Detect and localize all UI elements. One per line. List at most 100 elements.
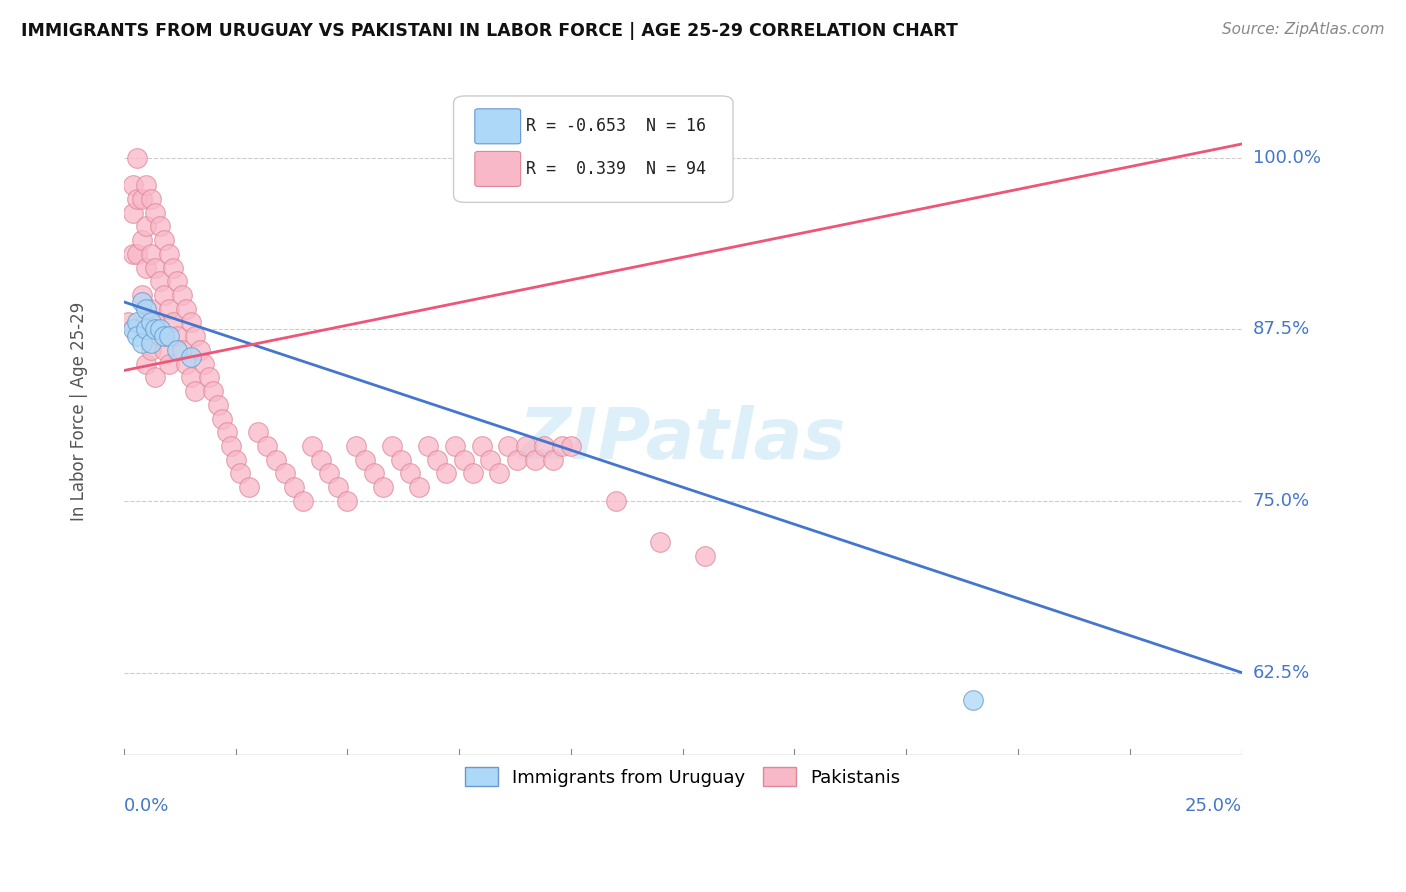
Point [143, 316, 166, 330]
Point [197, 370, 219, 384]
Point [170, 288, 193, 302]
Point [121, 205, 143, 219]
Text: R = -0.653  N = 16: R = -0.653 N = 16 [526, 118, 706, 136]
Text: 62.5%: 62.5% [1253, 664, 1310, 681]
Point [127, 329, 149, 343]
Point [157, 329, 180, 343]
Point [139, 336, 162, 351]
Point [541, 452, 564, 467]
Point [139, 343, 162, 357]
Point [318, 467, 340, 481]
Point [381, 439, 404, 453]
Point [551, 439, 574, 453]
Point [166, 329, 188, 343]
Point [131, 288, 153, 302]
Point [434, 467, 457, 481]
Point [219, 439, 242, 453]
Point [153, 288, 176, 302]
Point [650, 535, 672, 549]
Point [363, 467, 385, 481]
Point [180, 350, 202, 364]
Point [143, 322, 166, 336]
Point [962, 693, 984, 707]
Point [184, 384, 207, 398]
FancyBboxPatch shape [454, 96, 733, 202]
Point [443, 439, 465, 453]
Text: 75.0%: 75.0% [1253, 491, 1310, 510]
Point [127, 247, 149, 261]
Point [291, 494, 314, 508]
Point [153, 343, 176, 357]
Point [256, 439, 278, 453]
Point [301, 439, 323, 453]
Point [238, 480, 260, 494]
Point [399, 467, 422, 481]
Point [153, 329, 176, 343]
Legend: Immigrants from Uruguay, Pakistanis: Immigrants from Uruguay, Pakistanis [458, 760, 907, 794]
Point [225, 452, 247, 467]
Point [157, 247, 180, 261]
Point [121, 178, 143, 193]
Point [117, 316, 139, 330]
Point [328, 480, 350, 494]
Point [170, 343, 193, 357]
Point [139, 247, 162, 261]
Point [693, 549, 716, 563]
Point [426, 452, 449, 467]
Point [176, 357, 198, 371]
Point [153, 233, 176, 247]
Point [176, 301, 198, 316]
Point [354, 452, 377, 467]
Point [193, 357, 215, 371]
Point [143, 260, 166, 275]
Point [135, 322, 157, 336]
FancyBboxPatch shape [475, 109, 520, 144]
Point [524, 452, 547, 467]
Point [180, 370, 202, 384]
Text: R =  0.339  N = 94: R = 0.339 N = 94 [526, 160, 706, 178]
Point [121, 322, 143, 336]
Point [131, 233, 153, 247]
Point [515, 439, 537, 453]
Text: ZIPatlas: ZIPatlas [519, 405, 846, 474]
Point [560, 439, 582, 453]
Point [506, 452, 529, 467]
Point [188, 343, 211, 357]
Text: 25.0%: 25.0% [1184, 797, 1241, 814]
Point [166, 274, 188, 288]
Point [180, 316, 202, 330]
Point [264, 452, 287, 467]
Text: 87.5%: 87.5% [1253, 320, 1310, 338]
Point [149, 322, 172, 336]
Point [135, 301, 157, 316]
Text: 0.0%: 0.0% [124, 797, 169, 814]
Point [139, 301, 162, 316]
Point [229, 467, 252, 481]
Point [127, 151, 149, 165]
Point [344, 439, 367, 453]
Point [127, 192, 149, 206]
Point [131, 294, 153, 309]
Point [162, 316, 184, 330]
Point [139, 192, 162, 206]
Point [246, 425, 269, 440]
Point [135, 316, 157, 330]
Text: IMMIGRANTS FROM URUGUAY VS PAKISTANI IN LABOR FORCE | AGE 25-29 CORRELATION CHAR: IMMIGRANTS FROM URUGUAY VS PAKISTANI IN … [21, 22, 957, 40]
Point [416, 439, 439, 453]
Point [605, 494, 627, 508]
Point [135, 219, 157, 234]
Point [211, 411, 233, 425]
Point [143, 205, 166, 219]
Point [131, 192, 153, 206]
Point [207, 398, 229, 412]
Point [121, 247, 143, 261]
Point [488, 467, 510, 481]
Point [533, 439, 555, 453]
Point [498, 439, 520, 453]
Text: 100.0%: 100.0% [1253, 149, 1320, 167]
Point [309, 452, 332, 467]
Point [184, 329, 207, 343]
Point [135, 178, 157, 193]
Point [336, 494, 359, 508]
Point [162, 260, 184, 275]
